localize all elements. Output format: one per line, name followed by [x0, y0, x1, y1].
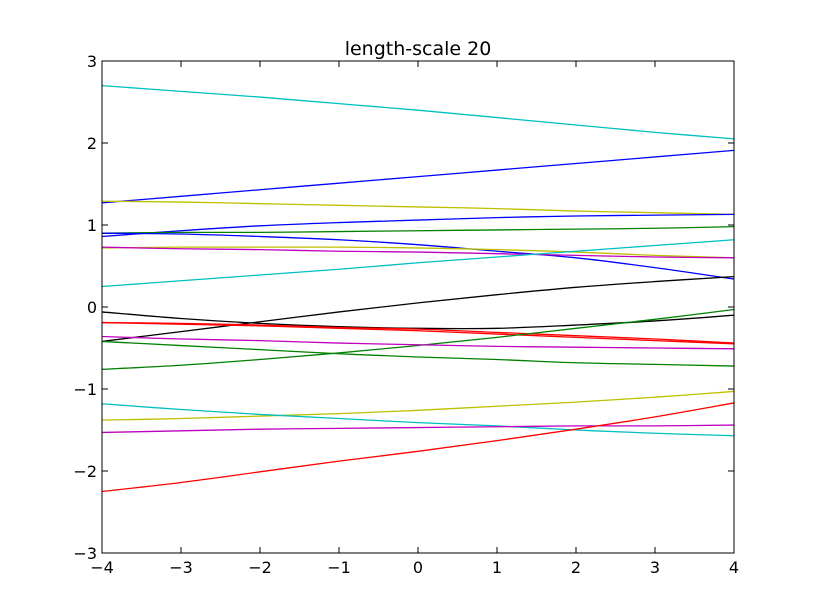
series-line-20 — [101, 402, 735, 493]
y-tick-label: 0 — [87, 298, 97, 317]
series-line-17 — [101, 390, 735, 421]
y-tick-label: 3 — [87, 52, 97, 71]
x-tick-label: 4 — [729, 558, 739, 577]
series-line-9 — [101, 239, 735, 288]
series-line-11 — [101, 311, 735, 330]
x-tick-label: 0 — [413, 558, 423, 577]
y-tick-label: 1 — [87, 216, 97, 235]
series-line-2 — [101, 149, 735, 204]
series-line-5 — [101, 225, 735, 234]
series-line-14 — [101, 308, 735, 370]
x-tick-label: −3 — [169, 558, 193, 577]
y-tick-label: −1 — [73, 380, 97, 399]
series-line-6 — [101, 232, 735, 280]
series-line-8 — [101, 246, 735, 259]
plot-frame — [101, 60, 735, 554]
series-line-3 — [101, 200, 735, 215]
x-tick-label: −4 — [90, 558, 114, 577]
series-line-19 — [101, 424, 735, 434]
series-line-7 — [101, 246, 735, 259]
series-line-10 — [101, 276, 735, 343]
series-line-4 — [101, 213, 735, 238]
x-tick-label: 1 — [492, 558, 502, 577]
y-tick-label: −2 — [73, 462, 97, 481]
series-line-16 — [101, 340, 735, 367]
x-tick-label: −2 — [248, 558, 272, 577]
series-line-1 — [101, 84, 735, 140]
y-tick-label: 2 — [87, 134, 97, 153]
x-tick-label: 3 — [650, 558, 660, 577]
series-layer — [101, 84, 735, 493]
series-line-12 — [101, 321, 735, 344]
chart-title: length-scale 20 — [345, 38, 492, 60]
y-tick-label: −3 — [73, 544, 97, 563]
x-tick-label: 2 — [571, 558, 581, 577]
series-line-15 — [101, 335, 735, 350]
series-line-13 — [101, 321, 735, 345]
x-tick-label: −1 — [327, 558, 351, 577]
series-line-18 — [101, 403, 735, 437]
